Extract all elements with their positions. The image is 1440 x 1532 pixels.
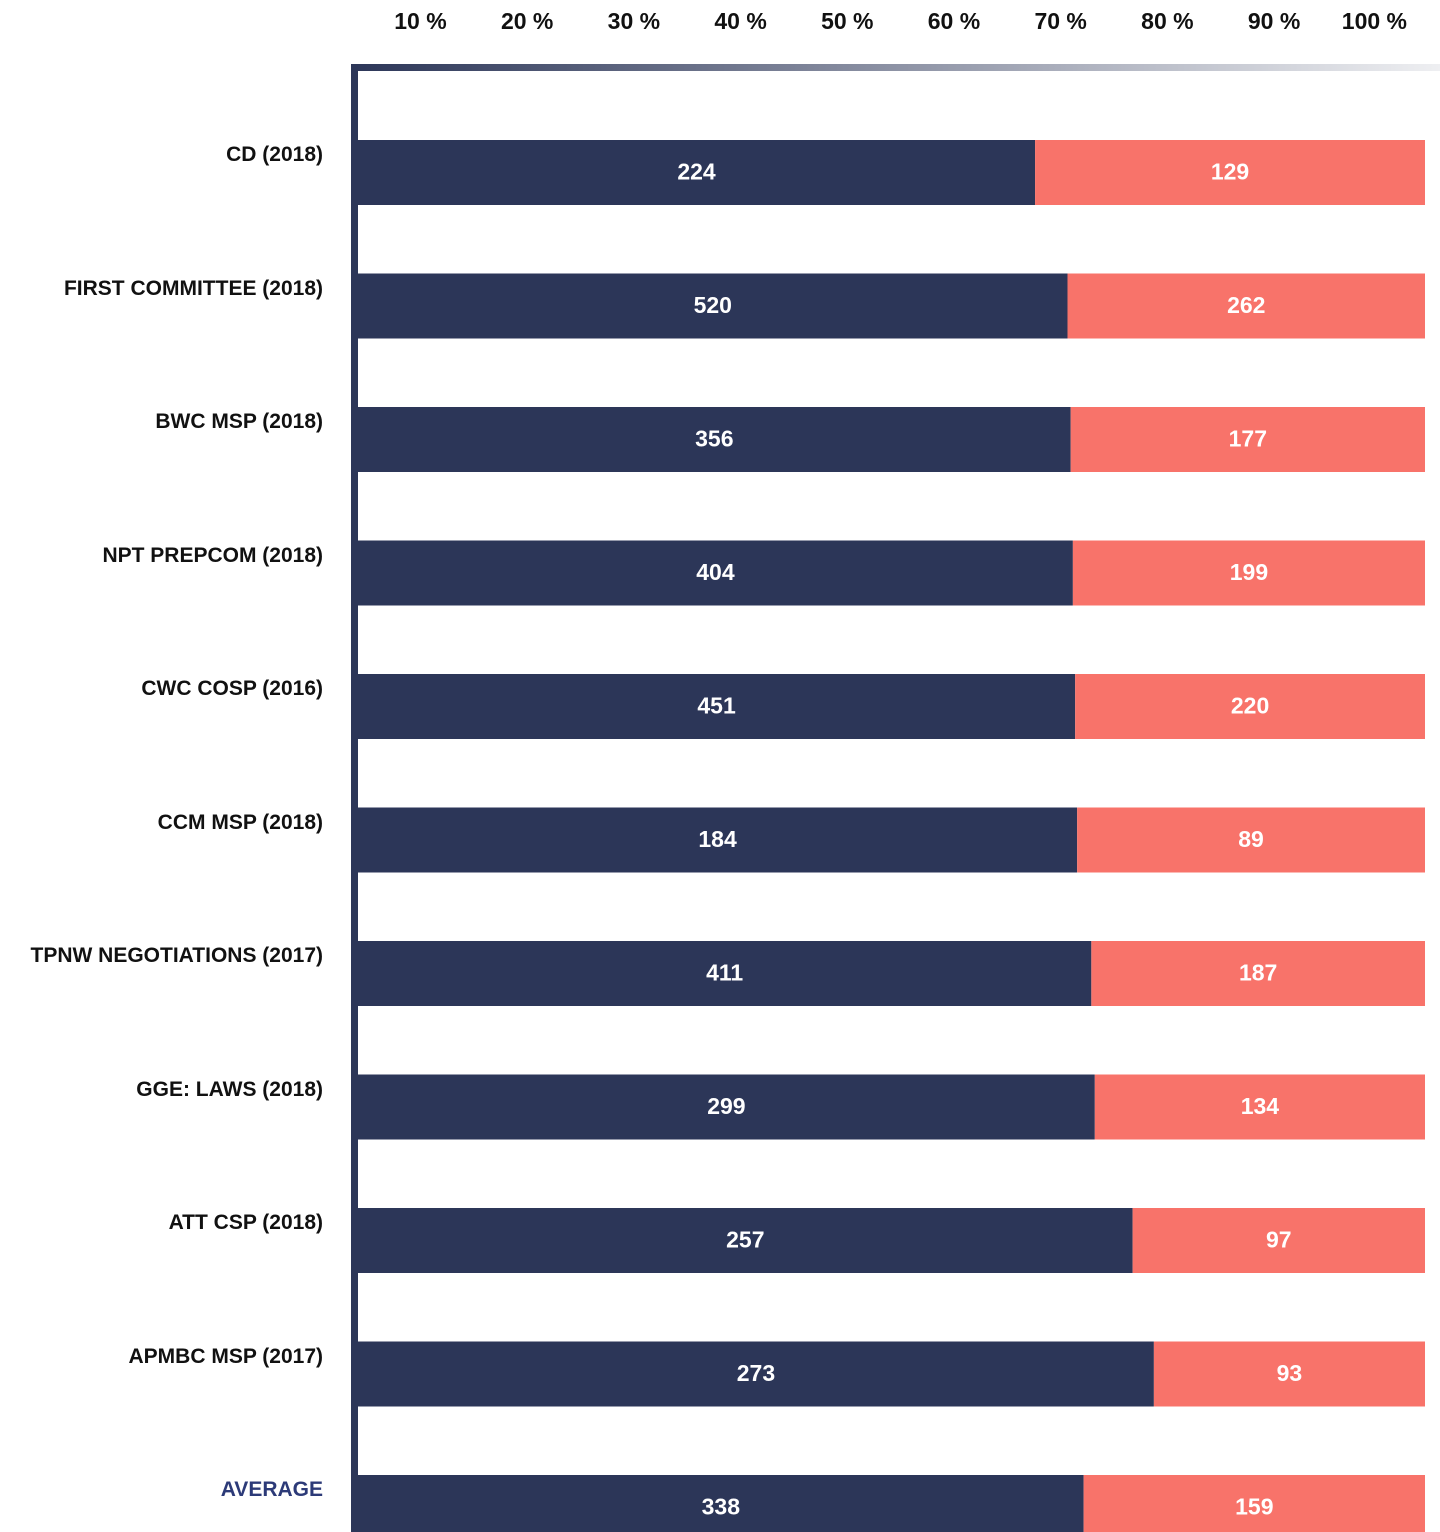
bar-segment (1094, 1074, 1425, 1140)
category-label: CCM MSP (2018) (157, 810, 323, 834)
bar-segment (1070, 407, 1425, 472)
bar-segment (1072, 540, 1425, 606)
category-label: APMBC MSP (2017) (128, 1344, 324, 1368)
value-label: 273 (737, 1360, 775, 1386)
value-label: 404 (696, 559, 735, 585)
bar-segment (358, 674, 1076, 739)
x-tick-label: 100 % (1342, 8, 1407, 34)
bar-segment (358, 807, 1078, 873)
value-label: 220 (1231, 693, 1269, 719)
value-label: 89 (1238, 826, 1264, 852)
value-label: 159 (1235, 1494, 1273, 1520)
bar-segment (1035, 140, 1425, 205)
value-label: 93 (1277, 1360, 1303, 1386)
value-label: 199 (1230, 559, 1268, 585)
category-label: TPNW NEGOTIATIONS (2017) (30, 944, 323, 967)
category-label: ATT CSP (2018) (168, 1211, 323, 1234)
value-label: 299 (707, 1093, 745, 1119)
value-label: 338 (702, 1494, 741, 1520)
x-tick-label: 70 % (1034, 8, 1086, 34)
x-tick-label: 10 % (394, 8, 446, 34)
x-tick-label: 60 % (928, 8, 980, 34)
category-label: AVERAGE (220, 1478, 323, 1501)
bar-segment (358, 140, 1036, 205)
category-label: NPT PREPCOM (2018) (102, 543, 323, 567)
bar-segment (1132, 1208, 1425, 1273)
x-tick-label: 40 % (714, 8, 766, 34)
x-tick-label: 50 % (821, 8, 873, 34)
x-tick-label: 90 % (1248, 8, 1300, 34)
value-label: 177 (1229, 426, 1267, 452)
category-label: BWC MSP (2018) (155, 410, 323, 433)
value-label: 224 (677, 159, 716, 185)
value-label: 134 (1241, 1093, 1280, 1119)
bar-segment (358, 540, 1073, 606)
category-label: CWC COSP (2016) (141, 677, 323, 700)
bar-segment (1075, 674, 1425, 739)
value-label: 451 (697, 693, 736, 719)
bar-segment (358, 1475, 1084, 1532)
bar-segment (358, 1208, 1133, 1273)
bar-segment (1091, 941, 1425, 1006)
value-label: 187 (1239, 960, 1277, 986)
value-label: 520 (694, 292, 732, 318)
bar-segment (358, 1341, 1154, 1407)
bar-segment (1077, 807, 1425, 873)
value-label: 411 (706, 960, 743, 986)
value-label: 129 (1211, 159, 1249, 185)
value-label: 356 (695, 426, 733, 452)
axis-band (351, 64, 1440, 71)
bar-segment (358, 273, 1068, 339)
bar-segment (358, 1074, 1095, 1140)
category-label: GGE: LAWS (2018) (136, 1077, 323, 1101)
bar-segment (358, 941, 1092, 1006)
category-label: FIRST COMMITTEE (2018) (63, 276, 323, 300)
value-label: 257 (726, 1227, 764, 1253)
bar-segment (1153, 1341, 1425, 1407)
value-label: 97 (1266, 1227, 1292, 1253)
x-tick-label: 20 % (501, 8, 553, 34)
value-label: 262 (1227, 292, 1265, 318)
bar-segment (1083, 1475, 1425, 1532)
category-label: CD (2018) (226, 143, 323, 166)
bar-segment (1067, 273, 1425, 339)
bar-segment (358, 407, 1071, 472)
y-axis (351, 64, 358, 1532)
value-label: 184 (698, 826, 737, 852)
x-tick-label: 80 % (1141, 8, 1193, 34)
x-tick-label: 30 % (608, 8, 660, 34)
